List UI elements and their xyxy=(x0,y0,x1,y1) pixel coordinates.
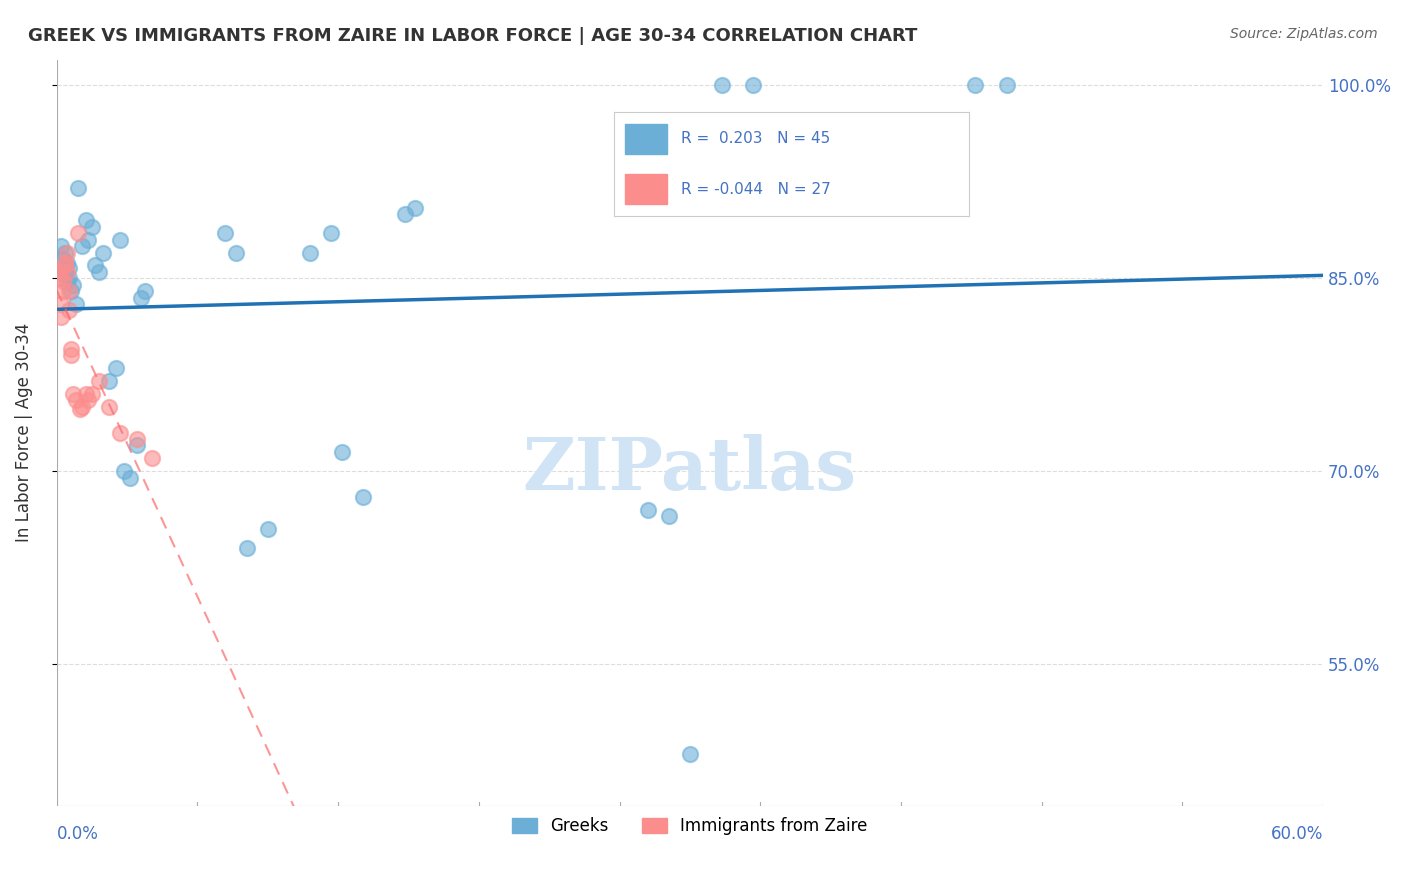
Text: 0.0%: 0.0% xyxy=(56,825,98,843)
Point xyxy=(77,393,100,408)
Point xyxy=(60,348,83,362)
Point xyxy=(98,374,121,388)
Point xyxy=(66,181,89,195)
Point xyxy=(235,541,257,556)
Point xyxy=(963,78,986,93)
Legend: Greeks, Immigrants from Zaire: Greeks, Immigrants from Zaire xyxy=(505,811,875,842)
Point xyxy=(69,402,91,417)
Point xyxy=(56,265,79,279)
Point xyxy=(56,245,79,260)
Point xyxy=(77,233,100,247)
Point xyxy=(256,522,278,536)
Point xyxy=(129,291,152,305)
Point xyxy=(679,747,702,761)
Point xyxy=(58,284,80,298)
Point xyxy=(91,245,114,260)
Point xyxy=(108,233,131,247)
Point xyxy=(87,374,110,388)
Point xyxy=(53,265,76,279)
Point xyxy=(66,226,89,240)
Point xyxy=(125,432,148,446)
Point xyxy=(75,213,97,227)
Point xyxy=(87,265,110,279)
Point xyxy=(58,303,80,318)
Point xyxy=(995,78,1018,93)
Point xyxy=(225,245,247,260)
Point xyxy=(112,464,135,478)
Point xyxy=(214,226,236,240)
Text: 60.0%: 60.0% xyxy=(1271,825,1323,843)
Point xyxy=(62,277,84,292)
Point xyxy=(125,438,148,452)
Point xyxy=(58,260,80,275)
Point xyxy=(394,207,416,221)
Y-axis label: In Labor Force | Age 30-34: In Labor Force | Age 30-34 xyxy=(15,323,32,542)
Point xyxy=(52,274,75,288)
Text: Source: ZipAtlas.com: Source: ZipAtlas.com xyxy=(1230,27,1378,41)
Point xyxy=(141,451,163,466)
Point xyxy=(404,201,426,215)
Point xyxy=(56,256,79,270)
Point xyxy=(58,271,80,285)
Point xyxy=(49,239,72,253)
Point xyxy=(70,400,93,414)
Point xyxy=(60,342,83,356)
Point xyxy=(108,425,131,440)
Point xyxy=(70,239,93,253)
Point xyxy=(75,387,97,401)
Point xyxy=(62,387,84,401)
Point xyxy=(52,259,75,273)
Point xyxy=(83,259,105,273)
Point xyxy=(65,393,87,408)
Point xyxy=(104,361,127,376)
Point xyxy=(352,490,374,504)
Point xyxy=(330,445,353,459)
Point xyxy=(134,284,156,298)
Text: ZIPatlas: ZIPatlas xyxy=(523,434,856,506)
Point xyxy=(637,502,659,516)
Point xyxy=(298,245,321,260)
Point xyxy=(48,265,70,279)
Text: GREEK VS IMMIGRANTS FROM ZAIRE IN LABOR FORCE | AGE 30-34 CORRELATION CHART: GREEK VS IMMIGRANTS FROM ZAIRE IN LABOR … xyxy=(28,27,918,45)
Point xyxy=(52,252,75,266)
Point xyxy=(82,219,104,234)
Point xyxy=(742,78,765,93)
Point xyxy=(658,509,681,524)
Point xyxy=(65,297,87,311)
Point xyxy=(60,284,83,298)
Point xyxy=(52,284,75,298)
Point xyxy=(53,245,76,260)
Point xyxy=(49,310,72,324)
Point xyxy=(56,274,79,288)
Point xyxy=(53,256,76,270)
Point xyxy=(98,400,121,414)
Point xyxy=(120,470,142,484)
Point xyxy=(48,271,70,285)
Point xyxy=(82,387,104,401)
Point xyxy=(49,297,72,311)
Point xyxy=(710,78,733,93)
Point xyxy=(319,226,342,240)
Point xyxy=(53,259,76,273)
